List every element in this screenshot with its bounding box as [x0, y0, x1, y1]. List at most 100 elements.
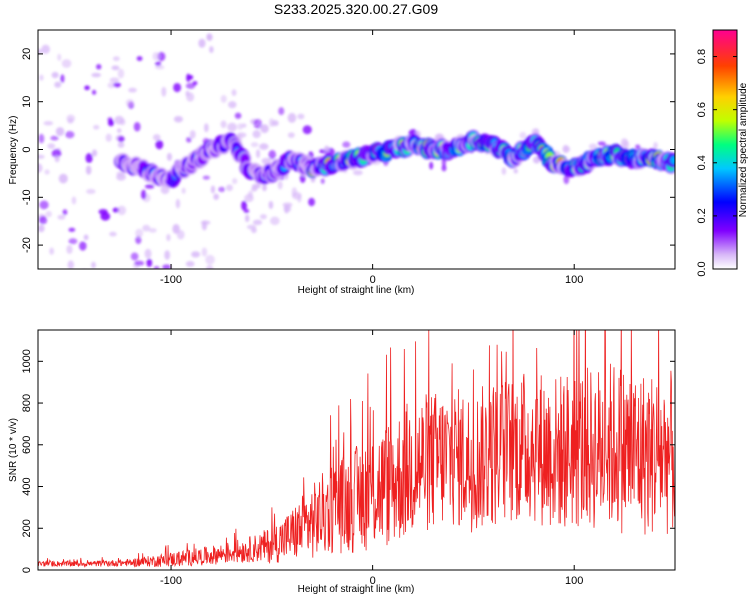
spectrogram-cell	[231, 89, 237, 97]
snr-x-tick-label: 100	[565, 575, 583, 587]
spectrogram-cell	[116, 128, 122, 134]
spectrogram-cell	[228, 101, 237, 109]
spectrogram-cell	[268, 118, 275, 128]
colorbar-tick-label: 0.6	[696, 102, 708, 117]
spectrogram-y-tick-label: -10	[21, 189, 33, 205]
snr-series-line	[38, 330, 675, 568]
spectrogram-cell	[241, 200, 247, 211]
spectrogram-cell	[308, 197, 316, 207]
spectrogram-cell	[206, 265, 214, 269]
spectrogram-cell	[79, 241, 87, 251]
spectrogram-cell	[85, 153, 93, 164]
colorbar-tick-label: 0.2	[696, 208, 708, 223]
spectrogram-cell	[269, 216, 280, 226]
spectrogram-cell	[259, 214, 267, 220]
spectrogram-cell	[39, 200, 49, 210]
spectrogram-cell	[201, 247, 208, 257]
colorbar: 0.0 0.2 0.4 0.6 0.8 Normalized spectral ampl…	[696, 29, 749, 277]
spectrogram-cell	[38, 163, 43, 173]
spectrogram-cell	[144, 184, 155, 189]
spectrogram-cell	[128, 87, 137, 93]
spectrogram-cell	[324, 145, 330, 152]
spectrogram-cell	[244, 214, 250, 223]
spectrogram-cell	[38, 154, 45, 159]
spectrogram-cell	[152, 52, 160, 61]
spectrogram-cell	[252, 219, 263, 226]
spectrogram-cell	[125, 98, 135, 108]
spectrogram-cell	[623, 140, 630, 150]
spectrogram-cell	[44, 169, 50, 175]
spectrogram-cell	[93, 124, 100, 130]
spectrogram-cell	[268, 200, 274, 210]
spectrogram-cell	[136, 283, 141, 289]
spectrogram-cell	[186, 92, 195, 102]
spectrogram-cell	[244, 194, 254, 203]
spectrogram-cell	[227, 122, 237, 132]
spectrogram-cell	[111, 65, 120, 71]
spectrogram-cell	[45, 210, 52, 218]
spectrogram-cell	[185, 261, 195, 267]
snr-y-tick-label: 1000	[21, 349, 33, 373]
spectrogram-cell	[201, 220, 207, 231]
spectrogram-cell	[172, 223, 180, 234]
spectrogram-cell	[38, 49, 43, 55]
spectrogram-cell	[202, 175, 210, 180]
spectrogram-cell	[297, 113, 305, 120]
spectrogram-cell	[113, 82, 121, 88]
spectrogram-cell	[148, 228, 157, 233]
spectrogram-cell	[220, 94, 227, 103]
snr-y-tick-label: 800	[21, 394, 33, 412]
figure-title: S233.2025.320.00.27.G09	[274, 1, 438, 17]
spectrogram-cell	[117, 205, 127, 216]
spectrogram-cell	[91, 89, 97, 95]
snr-xlabel: Height of straight line (km)	[298, 584, 415, 595]
spectrogram-cell	[203, 123, 209, 133]
spectrogram-cell	[43, 121, 54, 126]
spectrogram-y-tick-label: 10	[21, 96, 33, 108]
snr-frame	[37, 329, 676, 571]
spectrogram-cell	[166, 234, 171, 242]
spectrogram-cell	[66, 244, 73, 254]
spectrogram-cell	[250, 142, 259, 148]
spectrogram-cell	[206, 33, 213, 42]
spectrogram-cells	[38, 33, 675, 289]
spectrogram-cell	[84, 85, 90, 91]
spectrogram-cell	[67, 260, 75, 269]
spectrogram-cell	[83, 234, 89, 241]
spectrogram-cell	[57, 214, 66, 220]
snr-y-tick-label: 200	[21, 519, 33, 537]
snr-y-tick-label: 0	[21, 567, 33, 573]
spectrogram-cell	[62, 209, 68, 216]
spectrogram-cell	[112, 56, 120, 61]
spectrogram-cell	[253, 118, 263, 129]
spectrogram-cell	[68, 238, 78, 245]
colorbar-tick-label: 0.4	[696, 155, 708, 170]
spectrogram-cell	[51, 71, 59, 79]
spectrogram-cell	[155, 61, 162, 66]
spectrogram-x-tick-label: -100	[160, 274, 182, 286]
spectrogram-cell	[352, 170, 363, 176]
spectrogram-cell	[65, 131, 75, 139]
spectrogram-x-tick-label: 100	[565, 274, 583, 286]
spectrogram-cell	[234, 112, 242, 119]
spectrogram-cell	[320, 178, 325, 184]
spectrogram-cell	[562, 144, 570, 154]
spectrogram-cell	[210, 185, 216, 194]
spectrogram-cell	[39, 74, 44, 81]
spectrogram-cell	[513, 168, 518, 174]
spectrogram-cell	[38, 133, 45, 144]
spectrogram-cell	[175, 198, 181, 209]
spectrogram-cell	[189, 130, 196, 139]
spectrogram-cell	[91, 261, 96, 269]
spectrogram-cell	[107, 82, 116, 89]
spectrogram-cell	[117, 68, 125, 79]
spectrogram-cell	[220, 120, 227, 129]
spectrogram-cell	[114, 115, 124, 125]
spectrogram-cell	[198, 38, 206, 48]
spectrogram-cell	[60, 74, 65, 83]
spectrogram-cell	[302, 125, 312, 135]
spectrogram-y-tick-label: -20	[21, 237, 33, 253]
spectrogram-cell	[98, 208, 108, 215]
